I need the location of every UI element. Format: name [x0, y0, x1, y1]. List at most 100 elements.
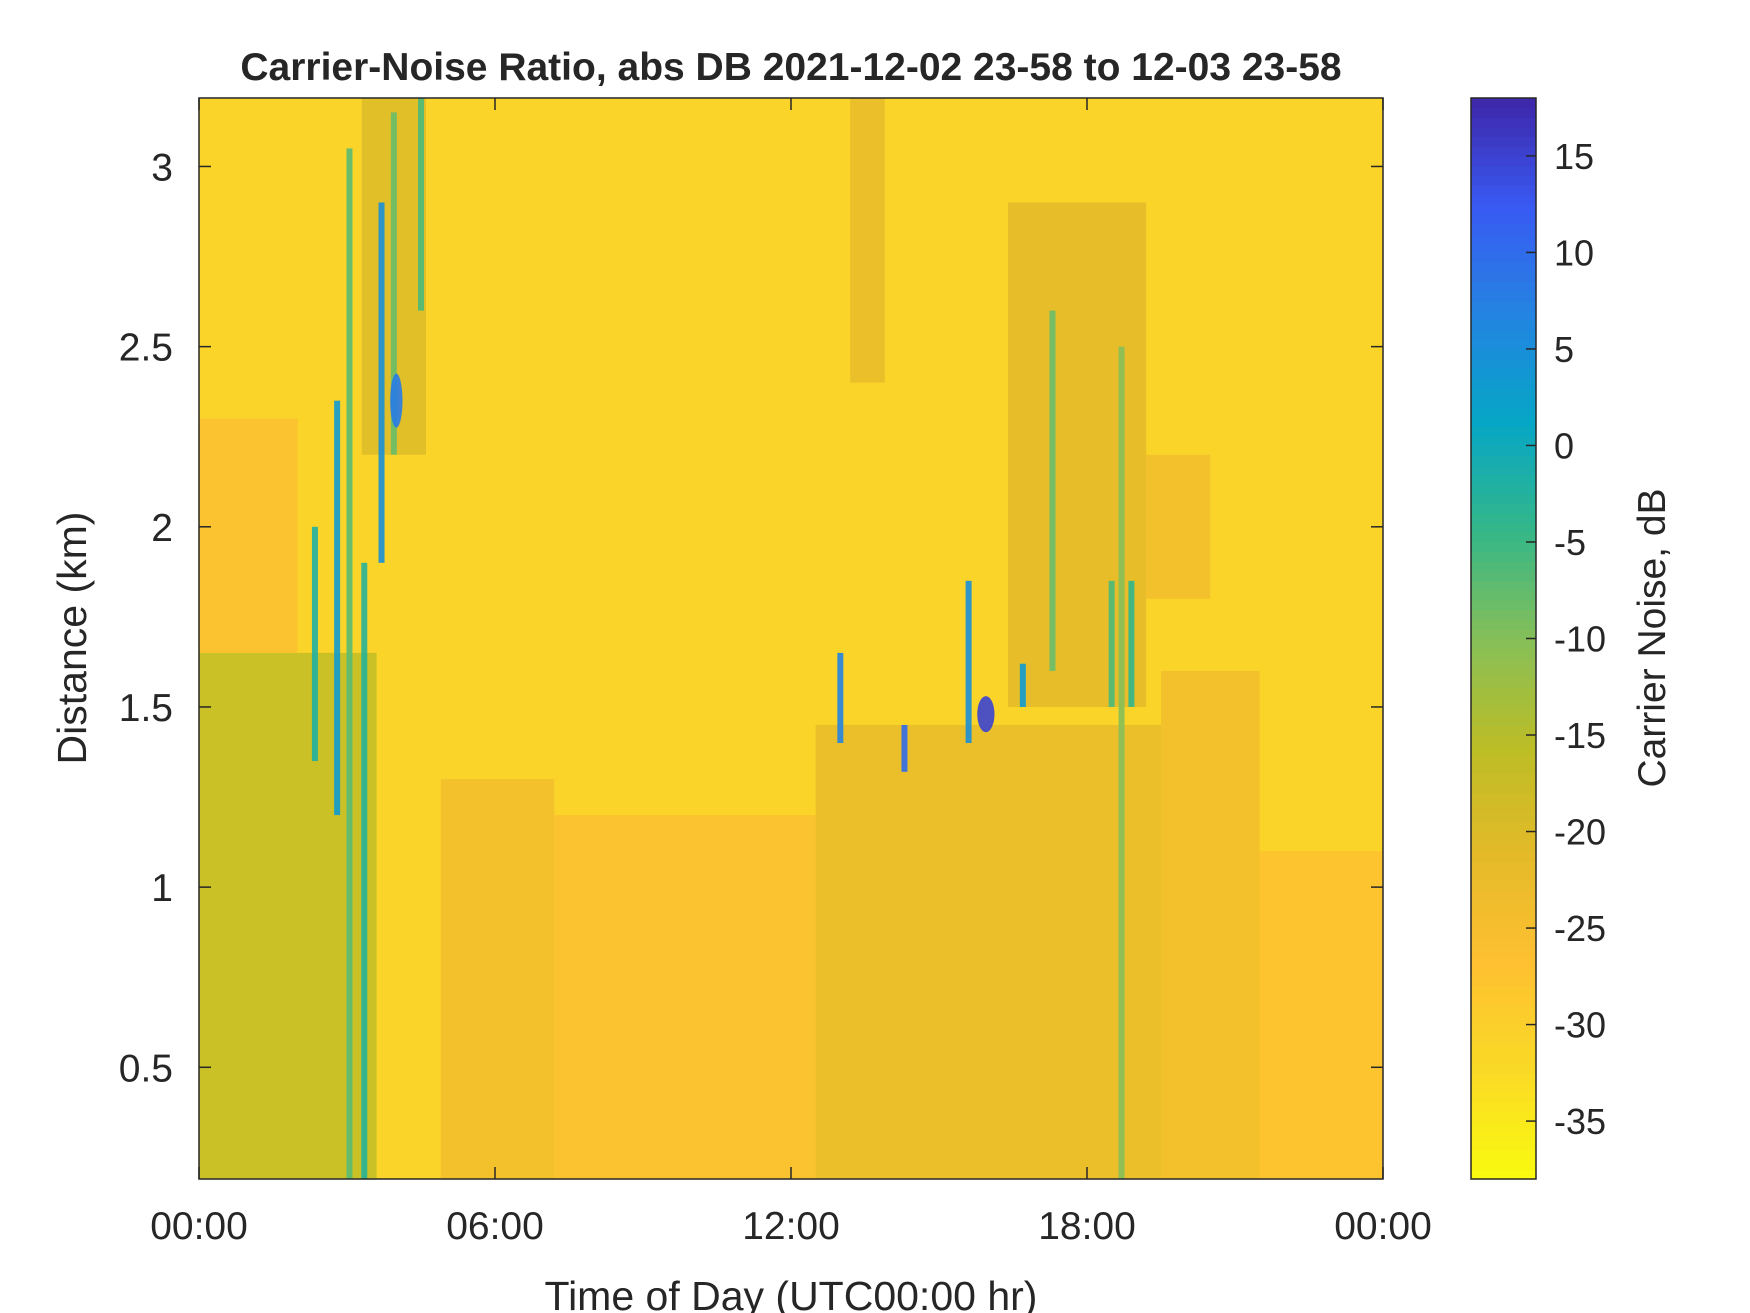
colorbar-segment — [1471, 947, 1536, 958]
colorbar-segment — [1471, 715, 1536, 726]
x-tick-label: 00:00 — [1334, 1205, 1432, 1248]
heatmap-streak — [1019, 663, 1026, 707]
colorbar-segment — [1471, 416, 1536, 427]
colorbar-segment — [1471, 908, 1536, 920]
colorbar-segment — [1471, 329, 1536, 340]
colorbar-segment — [1471, 358, 1536, 369]
colorbar-segment — [1471, 464, 1536, 476]
y-axis-label: Distance (km) — [49, 512, 95, 765]
colorbar-segment — [1471, 937, 1536, 948]
colorbar-segment — [1471, 619, 1536, 630]
heatmap-region — [554, 815, 816, 1179]
colorbar-segment — [1471, 1082, 1536, 1093]
colorbar-segment — [1471, 763, 1536, 775]
colorbar-segment — [1471, 677, 1536, 688]
colorbar-segment — [1471, 300, 1536, 311]
colorbar-tick-label: -35 — [1554, 1101, 1606, 1142]
colorbar-tick-label: 10 — [1554, 232, 1594, 273]
colorbar-tick-label: -30 — [1554, 1005, 1606, 1046]
colorbar-segment — [1471, 850, 1536, 862]
heatmap-area — [199, 98, 1383, 1179]
heatmap-streak — [901, 724, 908, 772]
colorbar-segment — [1471, 204, 1536, 215]
colorbar-segment — [1471, 995, 1536, 1006]
colorbar-segment — [1471, 976, 1536, 987]
colorbar-segment — [1471, 175, 1536, 186]
colorbar-segment — [1471, 493, 1536, 504]
colorbar-segment — [1471, 213, 1536, 225]
colorbar-segment — [1471, 966, 1536, 977]
colorbar-segment — [1471, 551, 1536, 562]
colorbar-segment — [1471, 348, 1536, 360]
colorbar-segment — [1471, 628, 1536, 640]
colorbar-tick-label: 15 — [1554, 136, 1594, 177]
colorbar-tick-label: -10 — [1554, 619, 1606, 660]
colorbar-segment — [1471, 841, 1536, 852]
colorbar-segment — [1471, 155, 1536, 167]
colorbar-segment — [1471, 1111, 1536, 1122]
heatmap-streak — [1049, 310, 1056, 671]
colorbar-segment — [1471, 242, 1536, 254]
colorbar-segment — [1471, 754, 1536, 765]
colorbar-tick-label: -15 — [1554, 715, 1606, 756]
colorbar-segment — [1471, 165, 1536, 176]
colorbar-segment — [1471, 744, 1536, 755]
colorbar-segment — [1471, 397, 1536, 408]
colorbar-segment — [1471, 233, 1536, 244]
colorbar-segment — [1471, 117, 1536, 128]
colorbar-segment — [1471, 271, 1536, 282]
colorbar-segment — [1471, 648, 1536, 659]
colorbar-segment — [1471, 638, 1536, 649]
colorbar-segment — [1471, 194, 1536, 205]
heatmap-streak — [361, 562, 368, 1179]
colorbar-segment — [1471, 262, 1536, 273]
heatmap-region — [815, 724, 1161, 1179]
heatmap-region — [1259, 851, 1383, 1179]
colorbar-tick-label: 0 — [1554, 425, 1574, 466]
colorbar-segment — [1471, 252, 1536, 263]
colorbar-segment — [1471, 918, 1536, 929]
heatmap-region — [440, 779, 555, 1179]
colorbar-label: Carrier Noise, dB — [1631, 488, 1674, 787]
colorbar-segment — [1471, 368, 1536, 379]
heatmap-streak — [1108, 580, 1115, 707]
colorbar-segment — [1471, 599, 1536, 611]
heatmap-streak — [418, 98, 424, 311]
heatmap-blob — [977, 696, 995, 733]
colorbar-segment — [1471, 696, 1536, 707]
colorbar-segment — [1471, 821, 1536, 833]
colorbar-segment — [1471, 1043, 1536, 1055]
heatmap-streak — [334, 400, 341, 816]
heatmap-streak — [965, 580, 972, 743]
heatmap-streak — [1128, 580, 1135, 707]
heatmap-streak — [1118, 346, 1125, 1179]
y-tick-label: 2 — [151, 507, 173, 550]
colorbar-segment — [1471, 445, 1536, 456]
colorbar-tick-label: -20 — [1554, 812, 1606, 853]
colorbar-segment — [1471, 541, 1536, 553]
y-tick-label: 1 — [151, 867, 173, 910]
colorbar-segment — [1471, 812, 1536, 823]
x-tick-label: 12:00 — [742, 1205, 840, 1248]
colorbar-segment — [1471, 889, 1536, 900]
colorbar-segment — [1471, 1130, 1536, 1141]
colorbar-segment — [1471, 1092, 1536, 1103]
colorbar-segment — [1471, 1053, 1536, 1064]
colorbar-segment — [1471, 657, 1536, 669]
colorbar-segment — [1471, 474, 1536, 485]
colorbar-segment — [1471, 377, 1536, 389]
colorbar-segment — [1471, 580, 1536, 591]
heatmap-streak — [311, 526, 318, 762]
colorbar-segment — [1471, 532, 1536, 543]
colorbar-segment — [1471, 860, 1536, 871]
colorbar-segment — [1471, 783, 1536, 794]
colorbar-segment — [1471, 1159, 1536, 1170]
colorbar-segment — [1471, 735, 1536, 746]
colorbar-segment — [1471, 1169, 1536, 1180]
heatmap-blob — [390, 373, 403, 428]
x-axis: 00:00 06:00 12:00 18:00 00:00 — [150, 98, 1432, 1248]
colorbar-segment — [1471, 1014, 1536, 1026]
colorbar-segment — [1471, 522, 1536, 533]
colorbar-segment — [1471, 146, 1536, 157]
